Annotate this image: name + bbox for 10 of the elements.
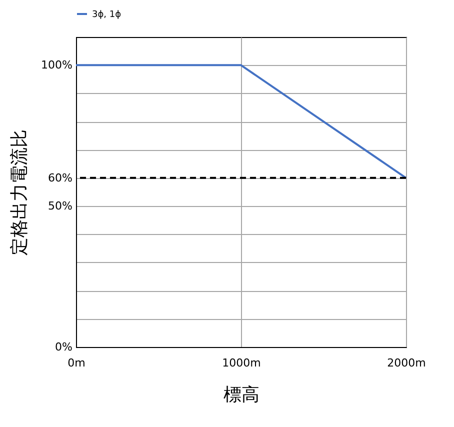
- y-tick-label: 0%: [55, 340, 72, 354]
- y-tick-label: 50%: [48, 200, 72, 213]
- legend-label: 3ϕ, 1ϕ: [92, 10, 122, 20]
- x-tick-label: 2000m: [387, 356, 426, 370]
- y-axis-title: 定格出力電流比: [9, 130, 30, 256]
- x-axis-title: 標高: [224, 384, 260, 406]
- y-tick-label: 60%: [48, 171, 72, 184]
- x-tick-label: 1000m: [222, 356, 261, 370]
- x-tick-label: 0m: [68, 356, 86, 370]
- y-tick-label: 100%: [41, 58, 72, 72]
